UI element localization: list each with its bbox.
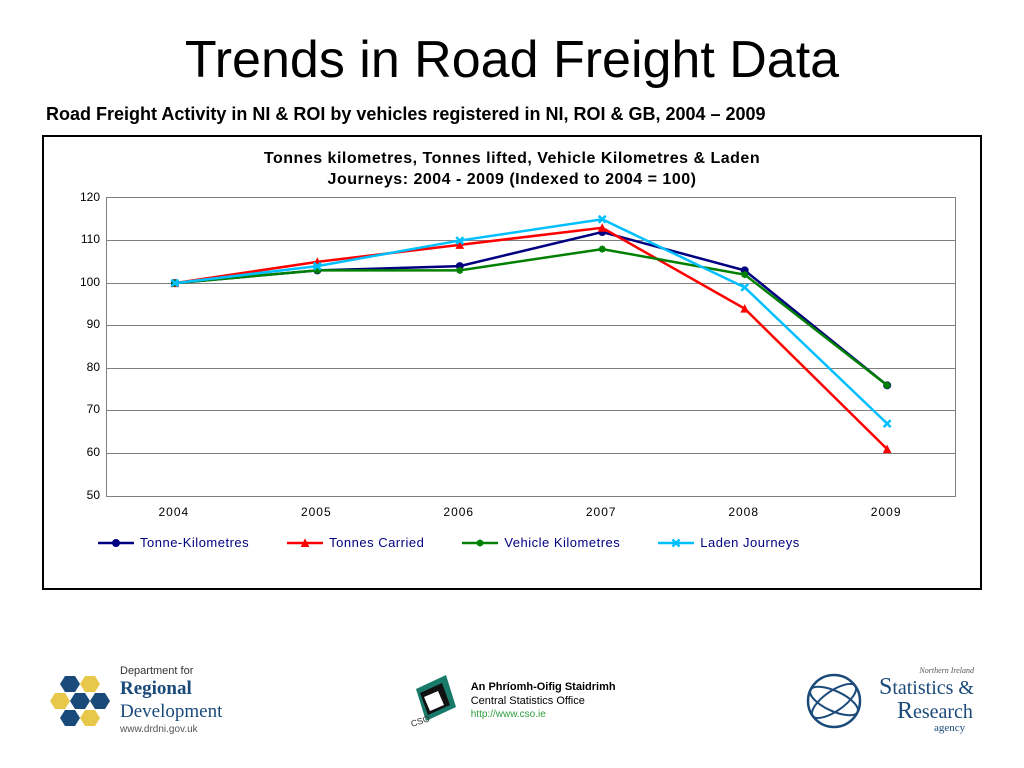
- chart-title-line2: Journeys: 2004 - 2009 (Indexed to 2004 =…: [328, 171, 697, 188]
- nisra-line1-rest: tatistics: [892, 677, 958, 699]
- y-tick-label: 50: [58, 488, 100, 502]
- page-title: Trends in Road Freight Data: [40, 30, 984, 90]
- chart-title-line1: Tonnes kilometres, Tonnes lifted, Vehicl…: [264, 150, 760, 167]
- drd-text: Department for Regional Development www.…: [120, 665, 222, 736]
- legend-item: Tonne-Kilometres: [98, 535, 249, 551]
- subtitle: Road Freight Activity in NI & ROI by veh…: [46, 104, 984, 125]
- series-line: [175, 227, 887, 448]
- x-tick-label: 2009: [871, 505, 902, 519]
- drd-logo-block: Department for Regional Development www.…: [50, 665, 222, 736]
- nisra-amp: &: [958, 677, 974, 699]
- drd-logo-icon: [50, 671, 110, 731]
- cso-url: http://www.cso.ie: [471, 708, 616, 721]
- drd-url: www.drdni.gov.uk: [120, 724, 222, 736]
- y-tick-label: 100: [58, 275, 100, 289]
- chart-svg: [107, 198, 955, 496]
- legend: Tonne-Kilometres Tonnes Carried Vehicle Ki…: [58, 527, 966, 551]
- y-tick-label: 70: [58, 402, 100, 416]
- legend-label: Vehicle Kilometres: [504, 535, 620, 550]
- series-marker: [599, 245, 606, 252]
- chart-container: Tonnes kilometres, Tonnes lifted, Vehicl…: [42, 135, 982, 590]
- cso-line2: Central Statistics Office: [471, 694, 616, 708]
- slide: Trends in Road Freight Data Road Freight…: [0, 0, 1024, 768]
- plot-area: [106, 197, 956, 497]
- cso-line1: An Phríomh-Oifig Staidrimh: [471, 680, 616, 694]
- nisra-text: Northern Ireland Statistics & Research a…: [879, 667, 974, 734]
- drd-line2: Regional: [120, 678, 222, 701]
- series-marker: [884, 420, 891, 427]
- legend-item: Tonnes Carried: [287, 535, 424, 551]
- drd-line1: Department for: [120, 665, 222, 678]
- legend-swatch: [98, 535, 134, 551]
- x-tick-label: 2005: [301, 505, 332, 519]
- legend-item: Laden Journeys: [658, 535, 800, 551]
- legend-swatch: [658, 535, 694, 551]
- series-line: [175, 232, 887, 385]
- x-tick-label: 2006: [443, 505, 474, 519]
- legend-swatch: [462, 535, 498, 551]
- cso-logo-icon: CSO: [406, 671, 461, 731]
- y-tick-label: 120: [58, 190, 100, 204]
- plot-wrap: 5060708090100110120 20042005200620072008…: [58, 197, 966, 527]
- legend-label: Tonne-Kilometres: [140, 535, 249, 550]
- nisra-s: S: [879, 674, 892, 700]
- nisra-r: R: [897, 698, 913, 724]
- cso-logo-block: CSO An Phríomh-Oifig Staidrimh Central S…: [406, 671, 616, 731]
- nisra-agency: agency: [879, 723, 974, 734]
- nisra-logo-icon: [799, 668, 869, 733]
- legend-swatch: [287, 535, 323, 551]
- legend-label: Tonnes Carried: [329, 535, 424, 550]
- svg-text:CSO: CSO: [409, 713, 431, 729]
- x-tick-label: 2008: [728, 505, 759, 519]
- drd-line3: Development: [120, 701, 222, 724]
- nisra-top: Northern Ireland: [879, 667, 974, 675]
- legend-label: Laden Journeys: [700, 535, 800, 550]
- cso-text: An Phríomh-Oifig Staidrimh Central Stati…: [471, 680, 616, 722]
- legend-item: Vehicle Kilometres: [462, 535, 620, 551]
- chart-title: Tonnes kilometres, Tonnes lifted, Vehicl…: [58, 149, 966, 191]
- y-tick-label: 90: [58, 317, 100, 331]
- y-tick-label: 110: [58, 232, 100, 246]
- nisra-logo-block: Northern Ireland Statistics & Research a…: [799, 667, 974, 734]
- footer: Department for Regional Development www.…: [0, 653, 1024, 748]
- x-tick-label: 2004: [158, 505, 189, 519]
- y-tick-label: 60: [58, 445, 100, 459]
- nisra-line2-rest: esearch: [913, 701, 973, 723]
- x-tick-label: 2007: [586, 505, 617, 519]
- y-tick-label: 80: [58, 360, 100, 374]
